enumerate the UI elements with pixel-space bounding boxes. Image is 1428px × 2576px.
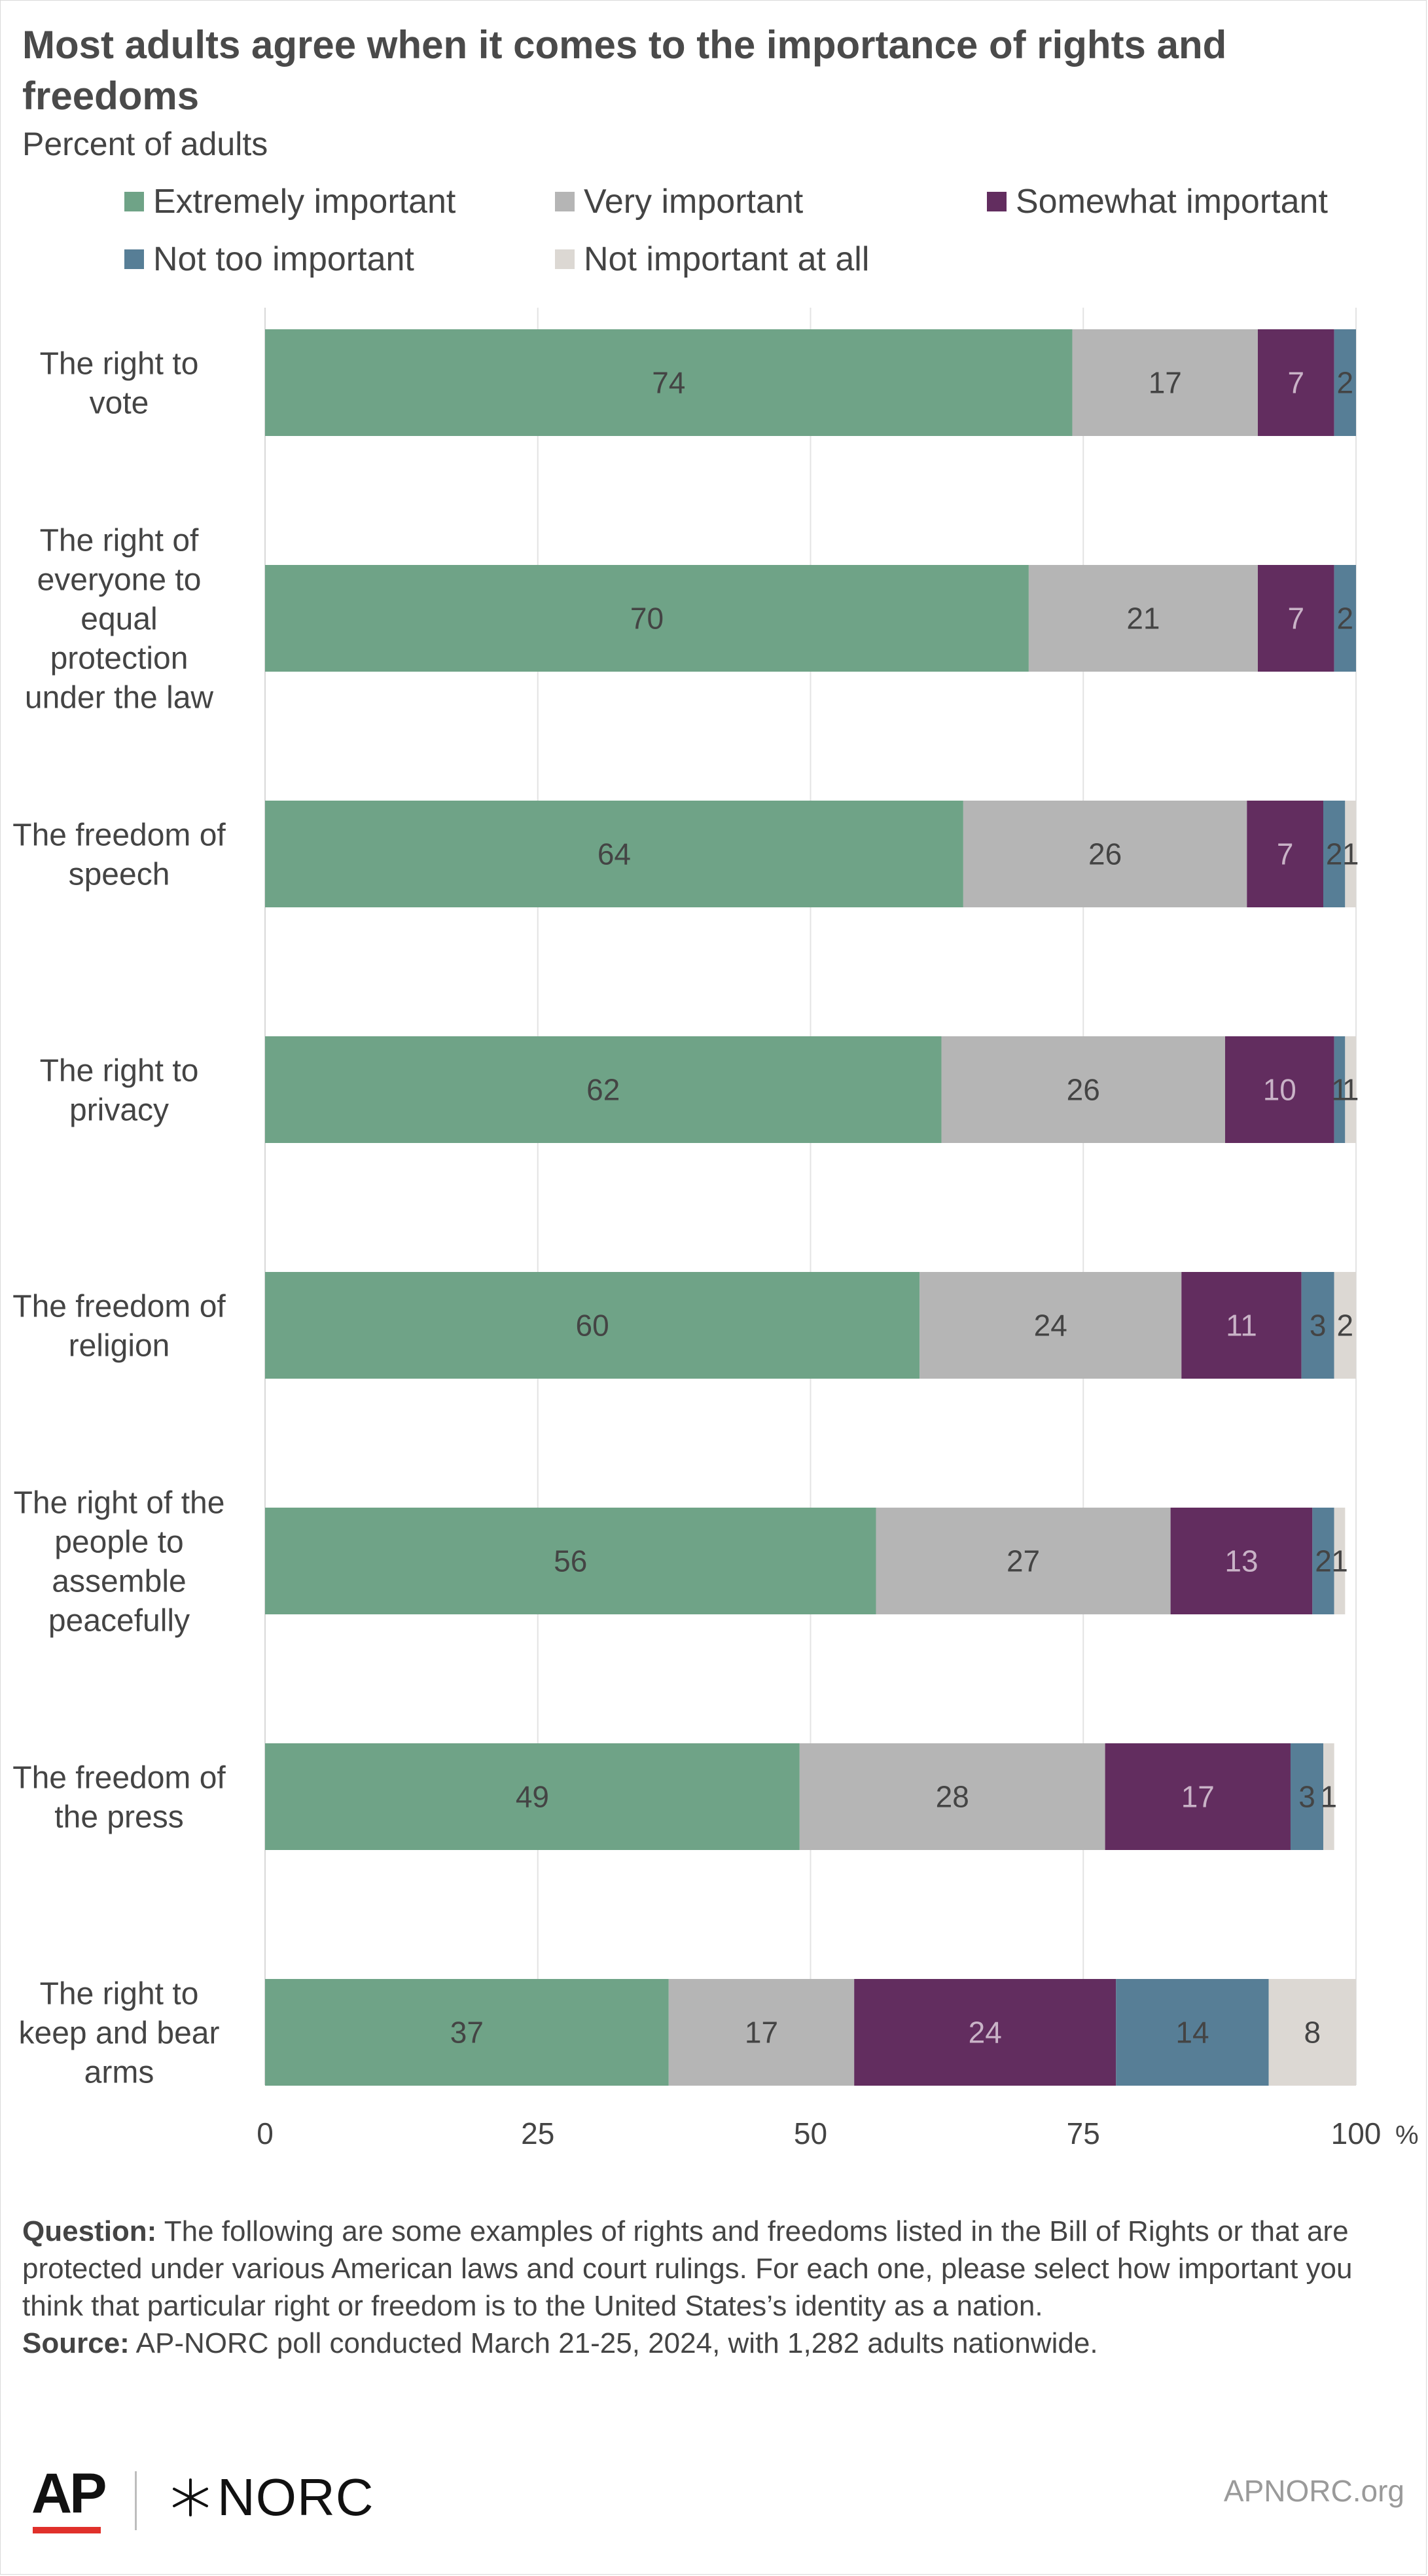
bar-value-label: 10 xyxy=(1263,1073,1296,1107)
x-tick-label: 25 xyxy=(521,2116,554,2150)
bar-value-label: 8 xyxy=(1304,2016,1321,2050)
site-link[interactable]: APNORC.org xyxy=(1224,2471,1404,2511)
bar-value-label: 2 xyxy=(1337,366,1354,400)
bar-value-label: 7 xyxy=(1277,837,1294,871)
norc-logo: NORC xyxy=(168,2468,374,2527)
bar-value-label: 74 xyxy=(652,366,685,400)
stacked-bar-chart: 74 17 7 2The right to vote70 21 7 2The right of… xyxy=(0,0,1428,2173)
ap-logo: AP xyxy=(31,2461,103,2533)
category-label-line: assemble xyxy=(52,1565,186,1599)
bar-value-label: 17 xyxy=(745,2016,778,2050)
question-note: Question: The following are some example… xyxy=(22,2213,1397,2325)
category-label-line: protection xyxy=(50,642,188,676)
category-label-line: under the law xyxy=(25,681,214,716)
source-label: Source: xyxy=(22,2327,130,2359)
bar-value-label: 1 xyxy=(1321,1780,1338,1814)
category-label-line: The freedom of xyxy=(12,818,226,853)
x-tick-label: 75 xyxy=(1067,2116,1100,2150)
chart-notes: Question: The following are some example… xyxy=(22,2213,1397,2362)
norc-logo-text: NORC xyxy=(217,2467,374,2528)
bar-value-label: 17 xyxy=(1149,366,1182,400)
category-label-line: privacy xyxy=(69,1093,169,1128)
category-label-line: The right of the xyxy=(14,1486,225,1521)
x-tick-label: 100 xyxy=(1331,2116,1382,2150)
ap-logo-text: AP xyxy=(31,2461,104,2526)
bar-value-label: 1 xyxy=(1342,1073,1359,1107)
category-label: The right of the people to assemble peacefu… xyxy=(14,1486,225,1639)
category-label: The right of everyone to equal protection un… xyxy=(25,524,214,716)
category-label: The right to keep and bear arms xyxy=(19,1977,220,2090)
x-tick-label: 50 xyxy=(794,2116,827,2150)
bar-value-label: 26 xyxy=(1067,1073,1100,1107)
category-label: The freedom of speech xyxy=(12,818,226,892)
bar-value-label: 13 xyxy=(1224,1544,1258,1578)
norc-star-icon xyxy=(168,2475,213,2520)
bar-value-label: 62 xyxy=(586,1073,620,1107)
category-label-line: people to xyxy=(54,1525,184,1560)
bar-value-label: 21 xyxy=(1126,602,1160,636)
bar-value-label: 27 xyxy=(1007,1544,1040,1578)
category-label-line: equal xyxy=(80,602,157,637)
category-label-line: everyone to xyxy=(37,563,202,598)
category-label-line: vote xyxy=(90,386,149,421)
bar-value-label: 24 xyxy=(969,2016,1002,2050)
category-label-line: The freedom of xyxy=(12,1761,226,1796)
bar-value-label: 26 xyxy=(1088,837,1122,871)
bar-value-label: 2 xyxy=(1337,1309,1354,1343)
category-label-line: religion xyxy=(69,1329,170,1364)
category-label: The right to privacy xyxy=(40,1054,199,1128)
bar-value-label: 60 xyxy=(576,1309,609,1343)
bar-value-label: 3 xyxy=(1310,1309,1327,1343)
category-label-line: arms xyxy=(84,2056,154,2090)
category-label-line: peacefully xyxy=(48,1604,190,1639)
ap-logo-underline xyxy=(33,2527,101,2533)
bar-value-label: 17 xyxy=(1181,1780,1215,1814)
bar-value-label: 37 xyxy=(450,2016,484,2050)
bar-value-label: 14 xyxy=(1175,2016,1209,2050)
bar-value-label: 11 xyxy=(1226,1309,1257,1343)
category-label: The right to vote xyxy=(40,347,199,421)
bar-value-label: 1 xyxy=(1342,837,1359,871)
category-label-line: The right to xyxy=(40,1977,199,2012)
footer-divider xyxy=(135,2471,137,2530)
bar-value-label: 2 xyxy=(1315,1544,1332,1578)
bar-value-label: 2 xyxy=(1326,837,1343,871)
bar-value-label: 49 xyxy=(516,1780,549,1814)
category-label-line: The right to xyxy=(40,1054,199,1089)
bar-value-label: 28 xyxy=(936,1780,969,1814)
question-text: The following are some examples of right… xyxy=(22,2215,1352,2322)
bar-value-label: 64 xyxy=(598,837,631,871)
bar-value-label: 56 xyxy=(554,1544,587,1578)
category-label-line: The right of xyxy=(40,524,199,558)
category-label: The freedom of the press xyxy=(12,1761,226,1835)
bar-value-label: 7 xyxy=(1288,602,1305,636)
question-label: Question: xyxy=(22,2215,156,2247)
category-label: The freedom of religion xyxy=(12,1290,226,1364)
bar-value-label: 3 xyxy=(1298,1780,1315,1814)
category-label-line: keep and bear xyxy=(19,2016,220,2051)
source-note: Source: AP-NORC poll conducted March 21-… xyxy=(22,2325,1397,2362)
x-tick-label: 0 xyxy=(257,2116,274,2150)
category-label-line: the press xyxy=(54,1800,183,1835)
source-text: AP-NORC poll conducted March 21-25, 2024… xyxy=(130,2327,1098,2359)
bar-value-label: 1 xyxy=(1331,1544,1348,1578)
bar-value-label: 7 xyxy=(1288,366,1305,400)
bar-value-label: 70 xyxy=(630,602,664,636)
category-label-line: The freedom of xyxy=(12,1290,226,1324)
bar-value-label: 2 xyxy=(1337,602,1354,636)
x-axis-unit: % xyxy=(1395,2121,1419,2150)
category-label-line: The right to xyxy=(40,347,199,382)
bar-value-label: 24 xyxy=(1034,1309,1067,1343)
category-label-line: speech xyxy=(69,858,170,892)
